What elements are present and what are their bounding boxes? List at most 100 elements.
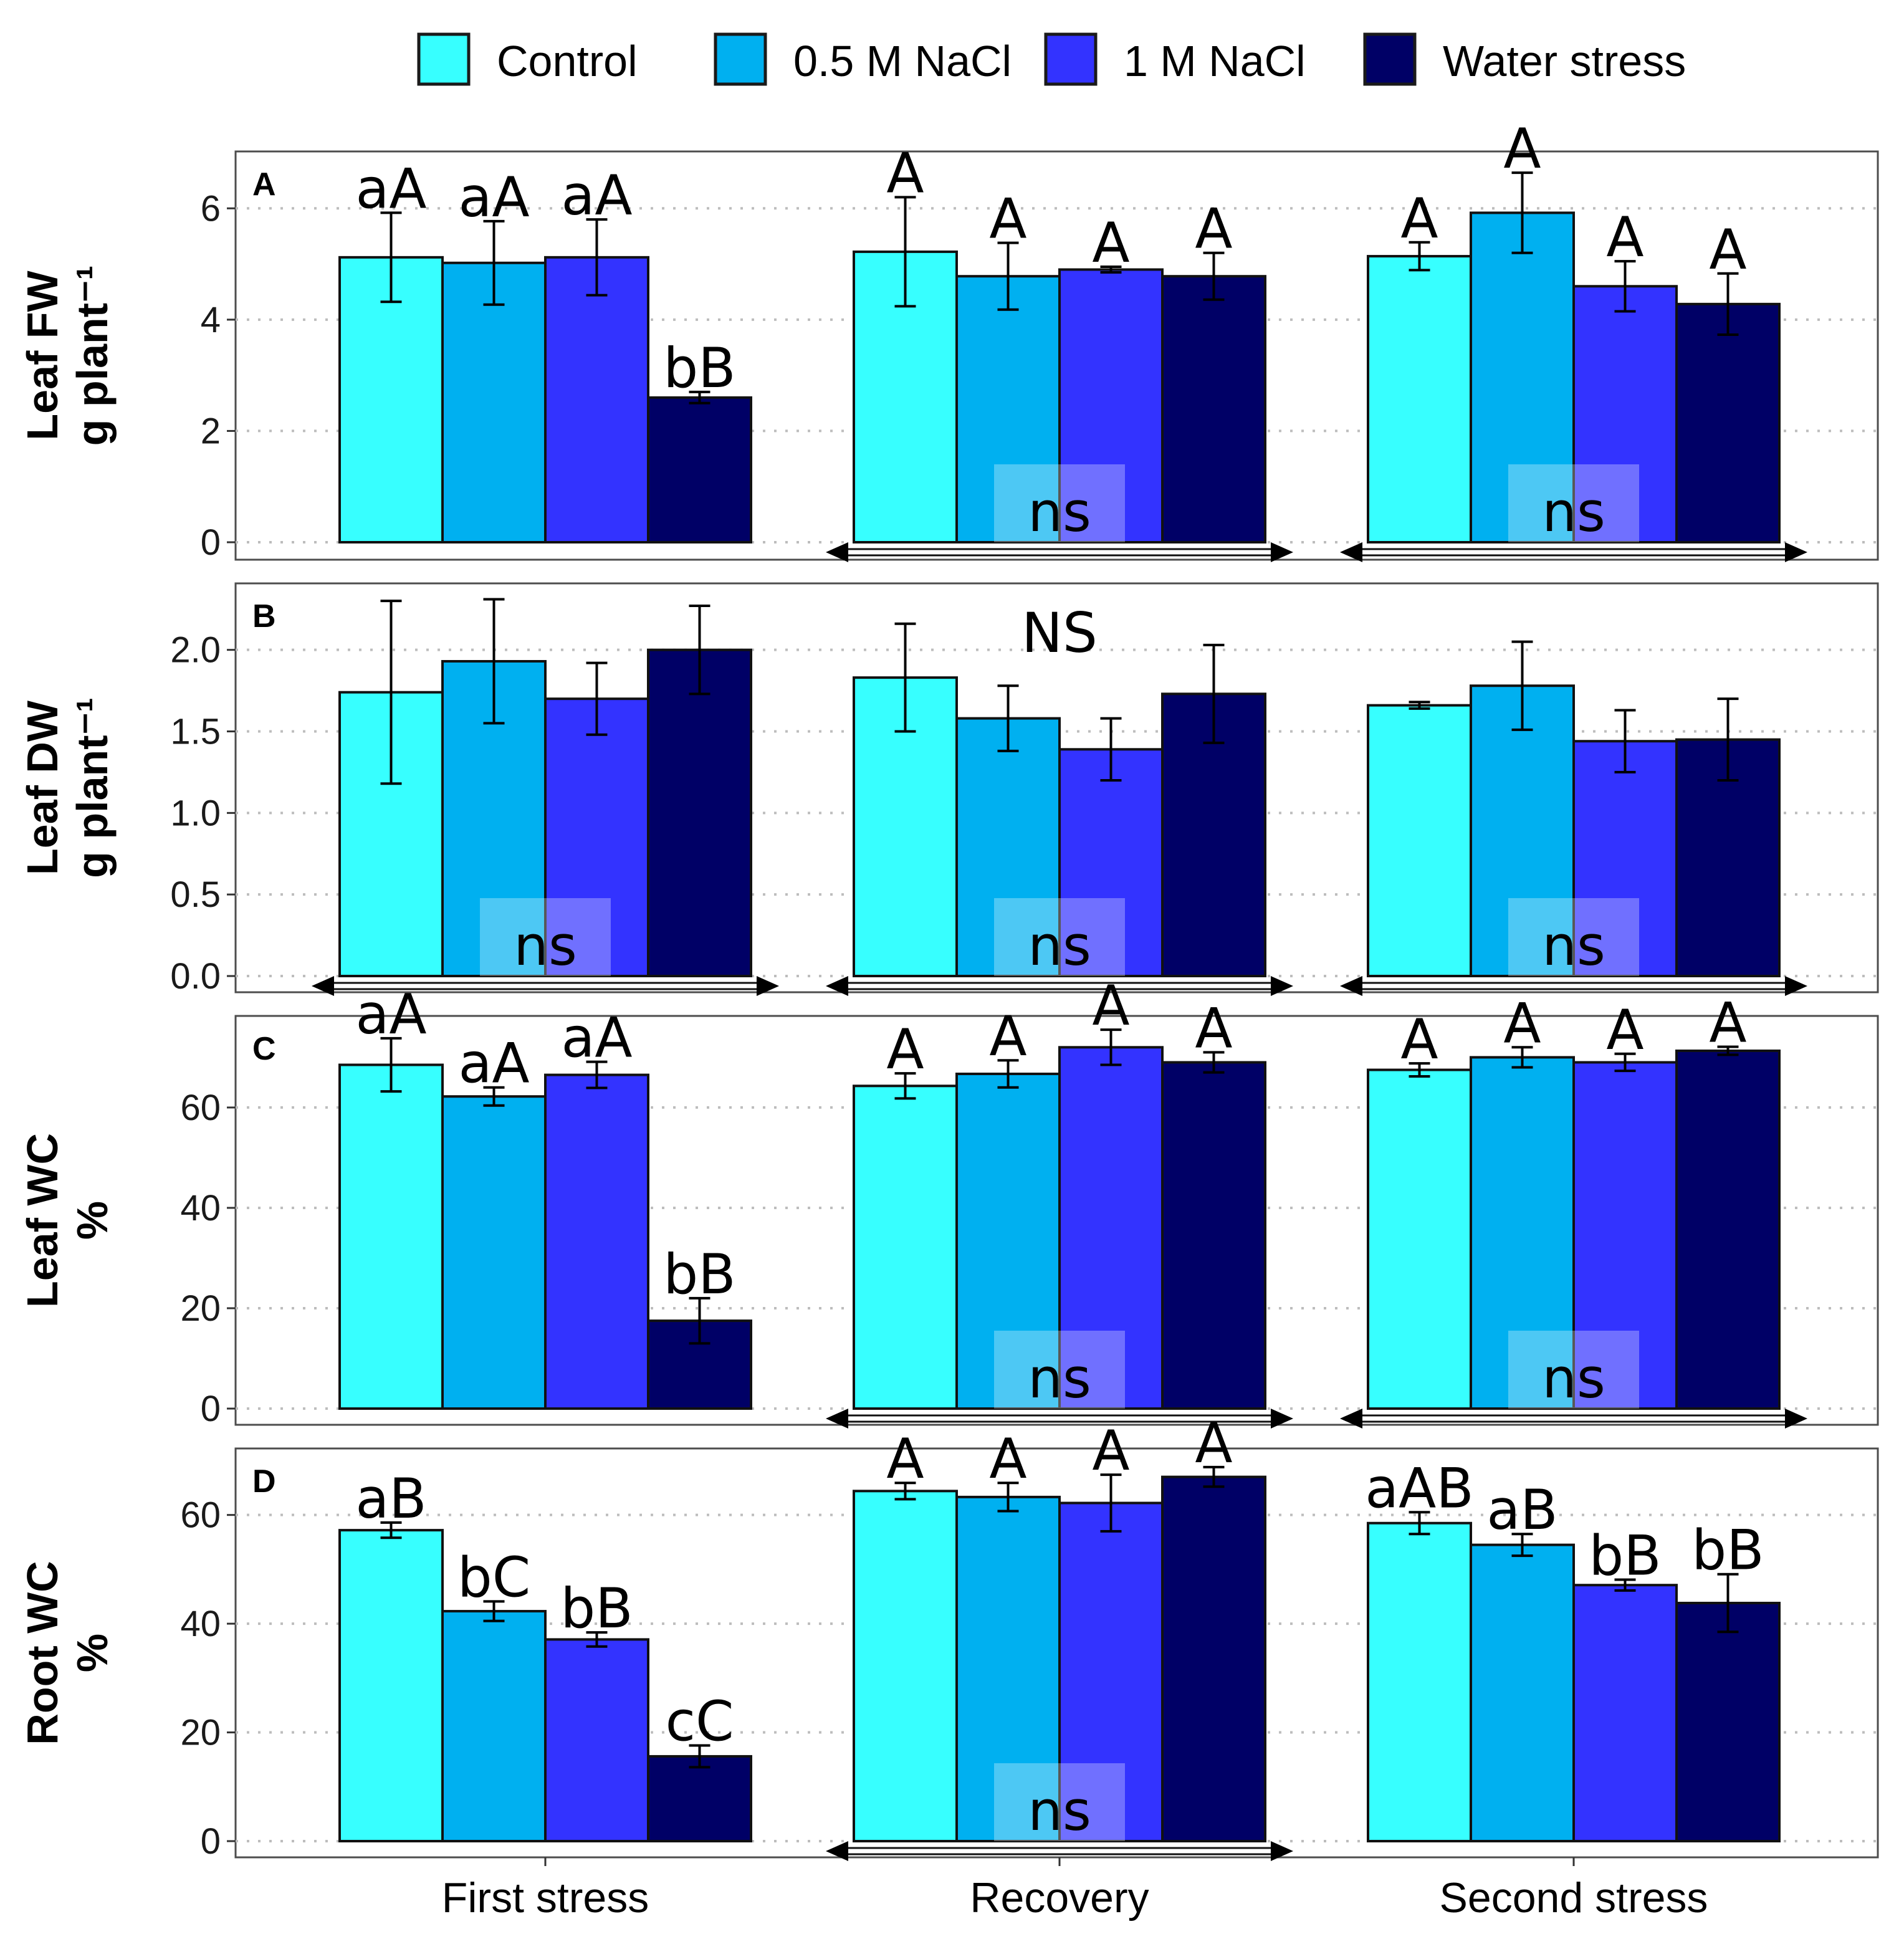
y-tick-label: 6 bbox=[201, 188, 221, 229]
ns-label: ns bbox=[1028, 480, 1091, 544]
y-axis-label: Leaf FW bbox=[18, 270, 67, 440]
y-axis-unit: g plant⁻¹ bbox=[68, 266, 117, 446]
significance-letter: A bbox=[1503, 117, 1541, 181]
ns-highlight bbox=[480, 898, 611, 976]
x-axis: First stress Recovery Second stress bbox=[442, 1857, 1708, 1922]
x-category-label: Recovery bbox=[970, 1874, 1149, 1922]
ns-highlight bbox=[1508, 464, 1639, 542]
bar bbox=[1058, 1046, 1164, 1410]
panel-letter: B bbox=[252, 598, 276, 634]
bar bbox=[955, 1495, 1061, 1842]
significance-letter: A bbox=[1195, 996, 1232, 1060]
span-arrow-head-left bbox=[1340, 542, 1362, 562]
y-axis-unit: % bbox=[68, 1634, 117, 1672]
significance-letter: A bbox=[989, 1004, 1026, 1068]
bar bbox=[1470, 211, 1575, 543]
y-tick-label: 2.0 bbox=[170, 630, 221, 671]
ns-label: ns bbox=[1028, 914, 1091, 978]
bar bbox=[544, 1073, 649, 1410]
bar bbox=[441, 1095, 547, 1410]
span-arrow-head-right bbox=[757, 976, 779, 996]
y-tick-label: 20 bbox=[180, 1288, 221, 1329]
ns-highlight bbox=[1508, 898, 1639, 976]
y-tick-label: 40 bbox=[180, 1604, 221, 1644]
span-arrow-head-right bbox=[1785, 976, 1807, 996]
legend-swatch-1 bbox=[714, 32, 767, 86]
significance-letter: aB bbox=[1486, 1478, 1557, 1542]
significance-letter: A bbox=[886, 1427, 924, 1491]
significance-letter: A bbox=[886, 1017, 924, 1081]
bar bbox=[338, 1063, 444, 1410]
significance-letter: bB bbox=[560, 1576, 633, 1640]
significance-letter: aAB bbox=[1365, 1456, 1474, 1520]
significance-letter: A bbox=[1092, 1419, 1129, 1483]
significance-letter: A bbox=[1503, 991, 1541, 1055]
significance-letter: aA bbox=[561, 1006, 632, 1070]
legend: Control 0.5 M NaCl 1 M NaCl Water stress bbox=[417, 32, 1686, 86]
y-tick-label: 4 bbox=[201, 300, 221, 340]
span-arrow-head-right bbox=[1271, 542, 1293, 562]
ns-label: ns bbox=[1542, 914, 1605, 978]
bar bbox=[544, 1638, 649, 1842]
bar bbox=[1675, 302, 1781, 543]
y-tick-label: 60 bbox=[180, 1495, 221, 1536]
bar bbox=[1161, 275, 1266, 543]
panel-letter: C bbox=[252, 1031, 276, 1067]
bar bbox=[1367, 255, 1472, 543]
bar bbox=[441, 261, 547, 543]
y-tick-label: 2 bbox=[201, 411, 221, 451]
bar bbox=[544, 256, 649, 543]
ns-label: ns bbox=[1542, 1346, 1605, 1410]
bar bbox=[1367, 1068, 1472, 1410]
span-arrow-head-right bbox=[1785, 542, 1807, 562]
bar bbox=[647, 396, 752, 543]
bar bbox=[1161, 1475, 1266, 1842]
significance-letter: aA bbox=[458, 1032, 529, 1096]
y-axis-unit: % bbox=[68, 1201, 117, 1240]
x-category-label: Second stress bbox=[1440, 1874, 1708, 1922]
significance-letter: A bbox=[989, 187, 1026, 251]
bar bbox=[1367, 704, 1472, 977]
span-arrow-head-right bbox=[1271, 1841, 1293, 1861]
legend-label-3: Water stress bbox=[1443, 37, 1686, 85]
significance-letter: bB bbox=[663, 1242, 735, 1306]
span-arrow-head-left bbox=[312, 976, 334, 996]
bar bbox=[1675, 1601, 1781, 1842]
significance-letter: aA bbox=[355, 156, 426, 221]
significance-letter: bB bbox=[663, 336, 735, 400]
significance-letter: A bbox=[1400, 1007, 1438, 1071]
y-tick-label: 1.5 bbox=[170, 712, 221, 752]
y-axis-unit: g plant⁻¹ bbox=[68, 697, 117, 878]
y-tick-label: 0.5 bbox=[170, 874, 221, 915]
significance-letter: A bbox=[886, 141, 924, 205]
group-significance-label: NS bbox=[1021, 601, 1098, 665]
y-axis-label: Leaf DW bbox=[18, 701, 67, 875]
bar bbox=[1470, 1056, 1575, 1410]
legend-label-1: 0.5 M NaCl bbox=[793, 37, 1012, 85]
span-arrow-head-right bbox=[1271, 976, 1293, 996]
y-axis-label: Leaf WC bbox=[18, 1133, 67, 1308]
ns-label: ns bbox=[514, 914, 577, 978]
y-tick-label: 0.0 bbox=[170, 956, 221, 997]
significance-letter: bB bbox=[1691, 1518, 1764, 1582]
significance-letter: cC bbox=[666, 1689, 734, 1753]
significance-letter: aA bbox=[458, 165, 529, 229]
bar bbox=[1572, 1061, 1678, 1410]
bar bbox=[955, 275, 1061, 543]
bar bbox=[1470, 1543, 1575, 1843]
panel-letter: A bbox=[252, 166, 276, 203]
bar bbox=[647, 648, 752, 977]
span-arrow-head-right bbox=[1271, 1409, 1293, 1429]
ns-label: ns bbox=[1028, 1779, 1091, 1843]
span-arrow-head-left bbox=[826, 542, 848, 562]
legend-swatch-2 bbox=[1044, 32, 1098, 86]
y-tick-label: 20 bbox=[180, 1713, 221, 1753]
significance-letter: A bbox=[1195, 197, 1232, 261]
bar bbox=[647, 1319, 752, 1410]
legend-label-2: 1 M NaCl bbox=[1124, 37, 1306, 85]
y-axis-label: Root WC bbox=[18, 1561, 67, 1745]
bar bbox=[1470, 684, 1575, 977]
span-arrow-head-left bbox=[826, 1841, 848, 1861]
